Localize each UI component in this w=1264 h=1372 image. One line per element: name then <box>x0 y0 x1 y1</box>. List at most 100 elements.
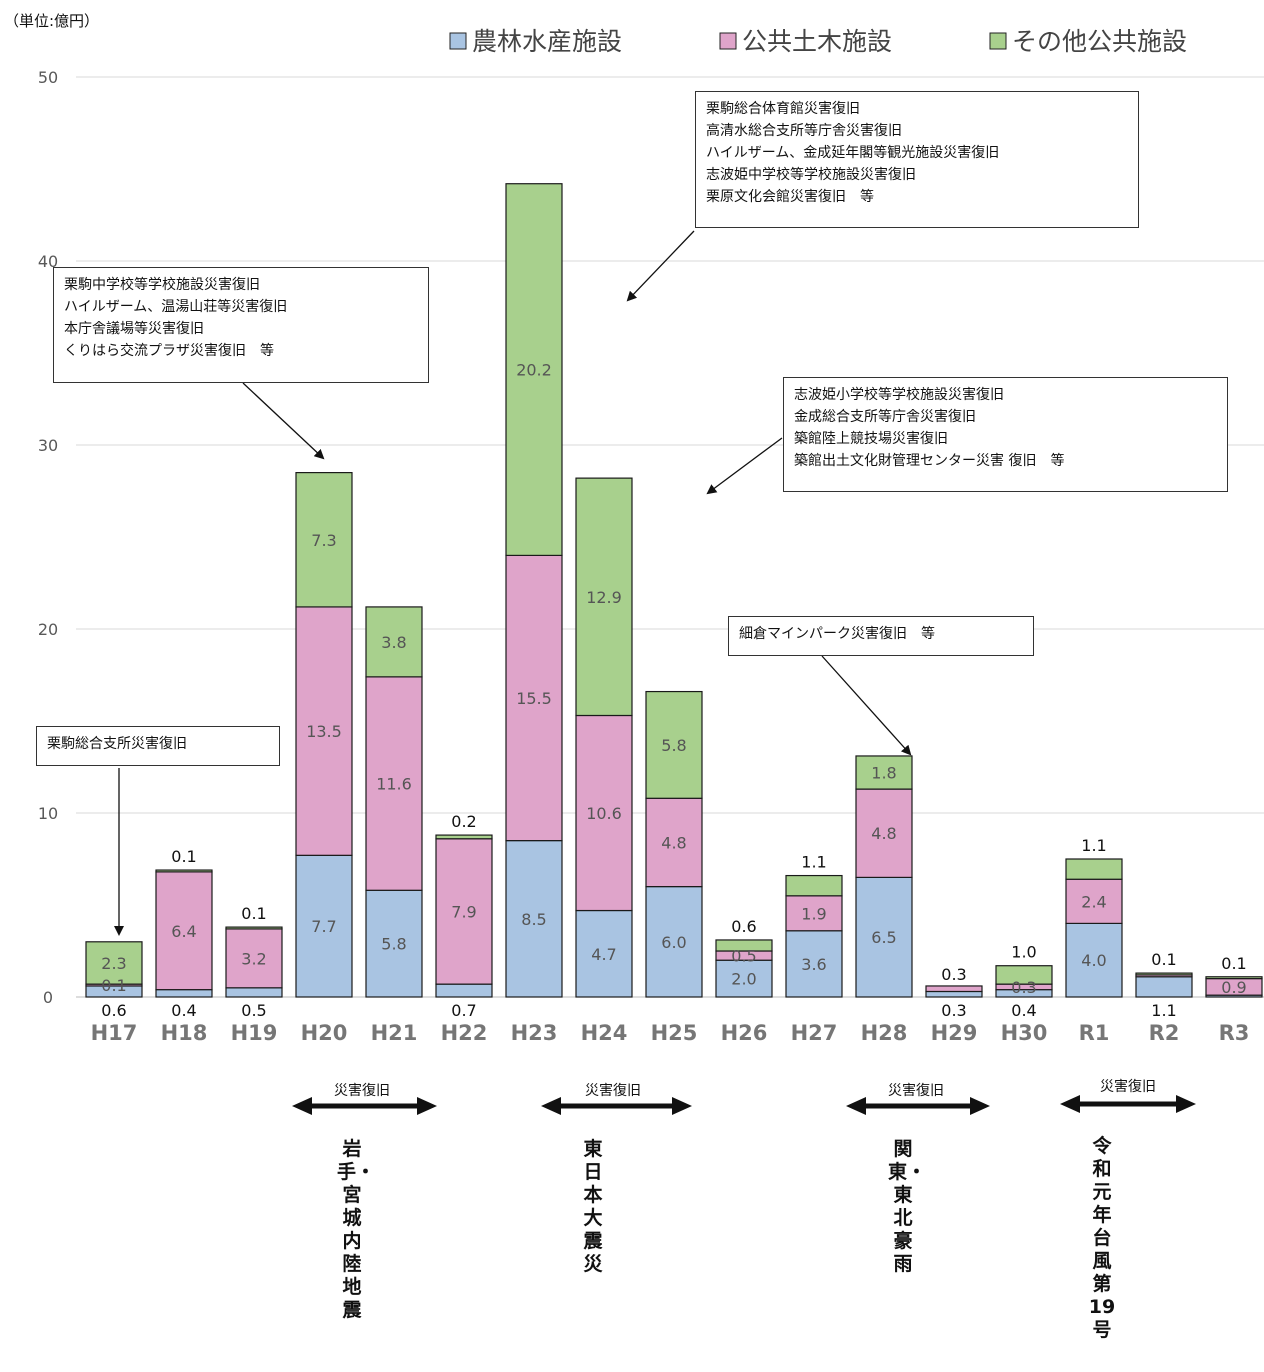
legend-label: その他公共施設 <box>1012 27 1187 56</box>
x-tick-label: H30 <box>1001 1021 1048 1045</box>
data-label: 3.6 <box>801 955 826 974</box>
callout-line: 栗駒中学校等学校施設災害復旧 <box>64 277 260 293</box>
data-label: 0.1 <box>1151 950 1176 969</box>
bar-segment <box>1065 922 1123 998</box>
x-tick-label: R2 <box>1149 1021 1180 1045</box>
data-label: 4.8 <box>661 833 686 852</box>
data-label: 0.1 <box>241 904 266 923</box>
legend-label: 公共土木施設 <box>742 27 892 56</box>
y-tick-label: 50 <box>38 68 58 87</box>
legend-swatch <box>719 32 737 50</box>
data-label: 0.9 <box>1221 978 1246 997</box>
callout-arrow <box>821 655 912 756</box>
x-tick-label: H22 <box>441 1021 488 1045</box>
x-tick-label: H19 <box>231 1021 278 1045</box>
double-arrow-head-left <box>292 1097 312 1115</box>
data-label: 0.5 <box>241 1001 266 1020</box>
bar-segment <box>575 909 633 998</box>
data-label: 0.1 <box>101 976 126 995</box>
callout-h17: 栗駒総合支所災害復旧 <box>36 726 280 766</box>
data-label: 11.6 <box>376 775 412 794</box>
bar-segment <box>225 987 283 998</box>
bar-segment <box>295 472 353 608</box>
x-tick-label: H26 <box>721 1021 768 1045</box>
bar-segment <box>435 838 493 985</box>
bar-segment <box>365 606 423 678</box>
data-label: 8.5 <box>521 910 546 929</box>
double-arrow-head-left <box>541 1097 561 1115</box>
bar-segment <box>155 869 213 873</box>
recovery-label-3: 災害復旧 <box>888 1083 944 1099</box>
callout-line: 金成総合支所等庁舎災害復旧 <box>794 409 976 425</box>
callout-line: 志波姫中学校等学校施設災害復旧 <box>706 167 916 183</box>
x-tick-label: H20 <box>301 1021 348 1045</box>
bar-segment <box>1135 976 1193 998</box>
data-label: 4.8 <box>871 824 896 843</box>
unit-label: （単位:億円） <box>4 12 100 30</box>
callout-line: 志波姫小学校等学校施設災害復旧 <box>794 387 1004 403</box>
data-label: 5.8 <box>661 736 686 755</box>
bar-segment <box>995 965 1053 985</box>
data-label: 3.8 <box>381 633 406 652</box>
recovery-label-1: 災害復旧 <box>334 1083 390 1099</box>
data-label: 7.7 <box>311 917 336 936</box>
data-label: 0.5 <box>731 947 756 966</box>
double-arrow-head-right <box>417 1097 437 1115</box>
bar-segment <box>855 755 913 790</box>
callout-h28: 細倉マインパーク災害復旧 等 <box>728 616 1034 656</box>
double-arrow-head-right <box>1176 1095 1196 1113</box>
legend-swatch <box>449 32 467 50</box>
y-tick-label: 20 <box>38 620 58 639</box>
x-tick-label: H29 <box>931 1021 978 1045</box>
callout-h23: 栗駒総合体育館災害復旧 高清水総合支所等庁舎災害復旧 ハイルザーム、金成延年閣等観光… <box>695 91 1139 228</box>
data-label: 15.5 <box>516 689 552 708</box>
bar-segment <box>925 985 983 993</box>
y-tick-label: 0 <box>43 988 53 1007</box>
data-label: 1.8 <box>871 764 896 783</box>
data-label: 7.3 <box>311 531 336 550</box>
data-label: 1.1 <box>1151 1001 1176 1020</box>
bar-segment <box>715 959 773 998</box>
event-kanto-tohoku: 関東・東北豪雨 <box>888 1138 927 1275</box>
x-tick-label: H24 <box>581 1021 628 1045</box>
double-arrow-head-left <box>1060 1095 1080 1113</box>
bar-segment <box>295 854 353 998</box>
event-higashi-nihon: 東日本大震災 <box>583 1138 603 1275</box>
data-label: 0.6 <box>101 1001 126 1020</box>
data-label: 7.9 <box>451 902 476 921</box>
y-tick-label: 40 <box>38 252 58 271</box>
callout-arrow <box>626 230 695 302</box>
event-reiwa-typhoon: 令和元年台風第19号 <box>1088 1135 1116 1341</box>
data-label: 0.3 <box>941 1001 966 1020</box>
bar-segment <box>925 990 983 998</box>
x-tick-label: H21 <box>371 1021 418 1045</box>
callout-arrow <box>242 382 325 460</box>
data-label: 1.9 <box>801 904 826 923</box>
data-label: 10.6 <box>586 804 622 823</box>
recovery-label-2: 災害復旧 <box>585 1083 641 1099</box>
data-label: 1.0 <box>1011 943 1036 962</box>
bar-segment <box>855 788 913 879</box>
bar-segment <box>435 983 493 998</box>
data-label: 0.7 <box>451 1001 476 1020</box>
data-label: 12.9 <box>586 588 622 607</box>
recovery-label-4: 災害復旧 <box>1100 1079 1156 1095</box>
data-label: 0.4 <box>1011 1001 1036 1020</box>
bar-segment <box>505 839 563 998</box>
bar-segment <box>785 874 843 897</box>
double-arrow-head-right <box>672 1097 692 1115</box>
callout-line: ハイルザーム、金成延年閣等観光施設災害復旧 <box>706 145 1000 161</box>
data-label: 2.0 <box>731 970 756 989</box>
bar-segment <box>645 690 703 799</box>
callout-h20: 栗駒中学校等学校施設災害復旧 ハイルザーム、温湯山荘等災害復旧 本庁舎議場等災害復旧… <box>53 267 429 383</box>
bar-segment <box>505 554 563 842</box>
callout-line: 栗駒総合体育館災害復旧 <box>706 101 860 117</box>
data-label: 6.0 <box>661 933 686 952</box>
bar-segment <box>1065 878 1123 924</box>
data-label: 13.5 <box>306 722 342 741</box>
bar-segment <box>1065 858 1123 880</box>
bar-segment <box>1205 976 1263 980</box>
event-iwate-miyagi: 岩手・宮城内陸地震 <box>337 1138 376 1321</box>
data-label: 0.4 <box>171 1001 196 1020</box>
